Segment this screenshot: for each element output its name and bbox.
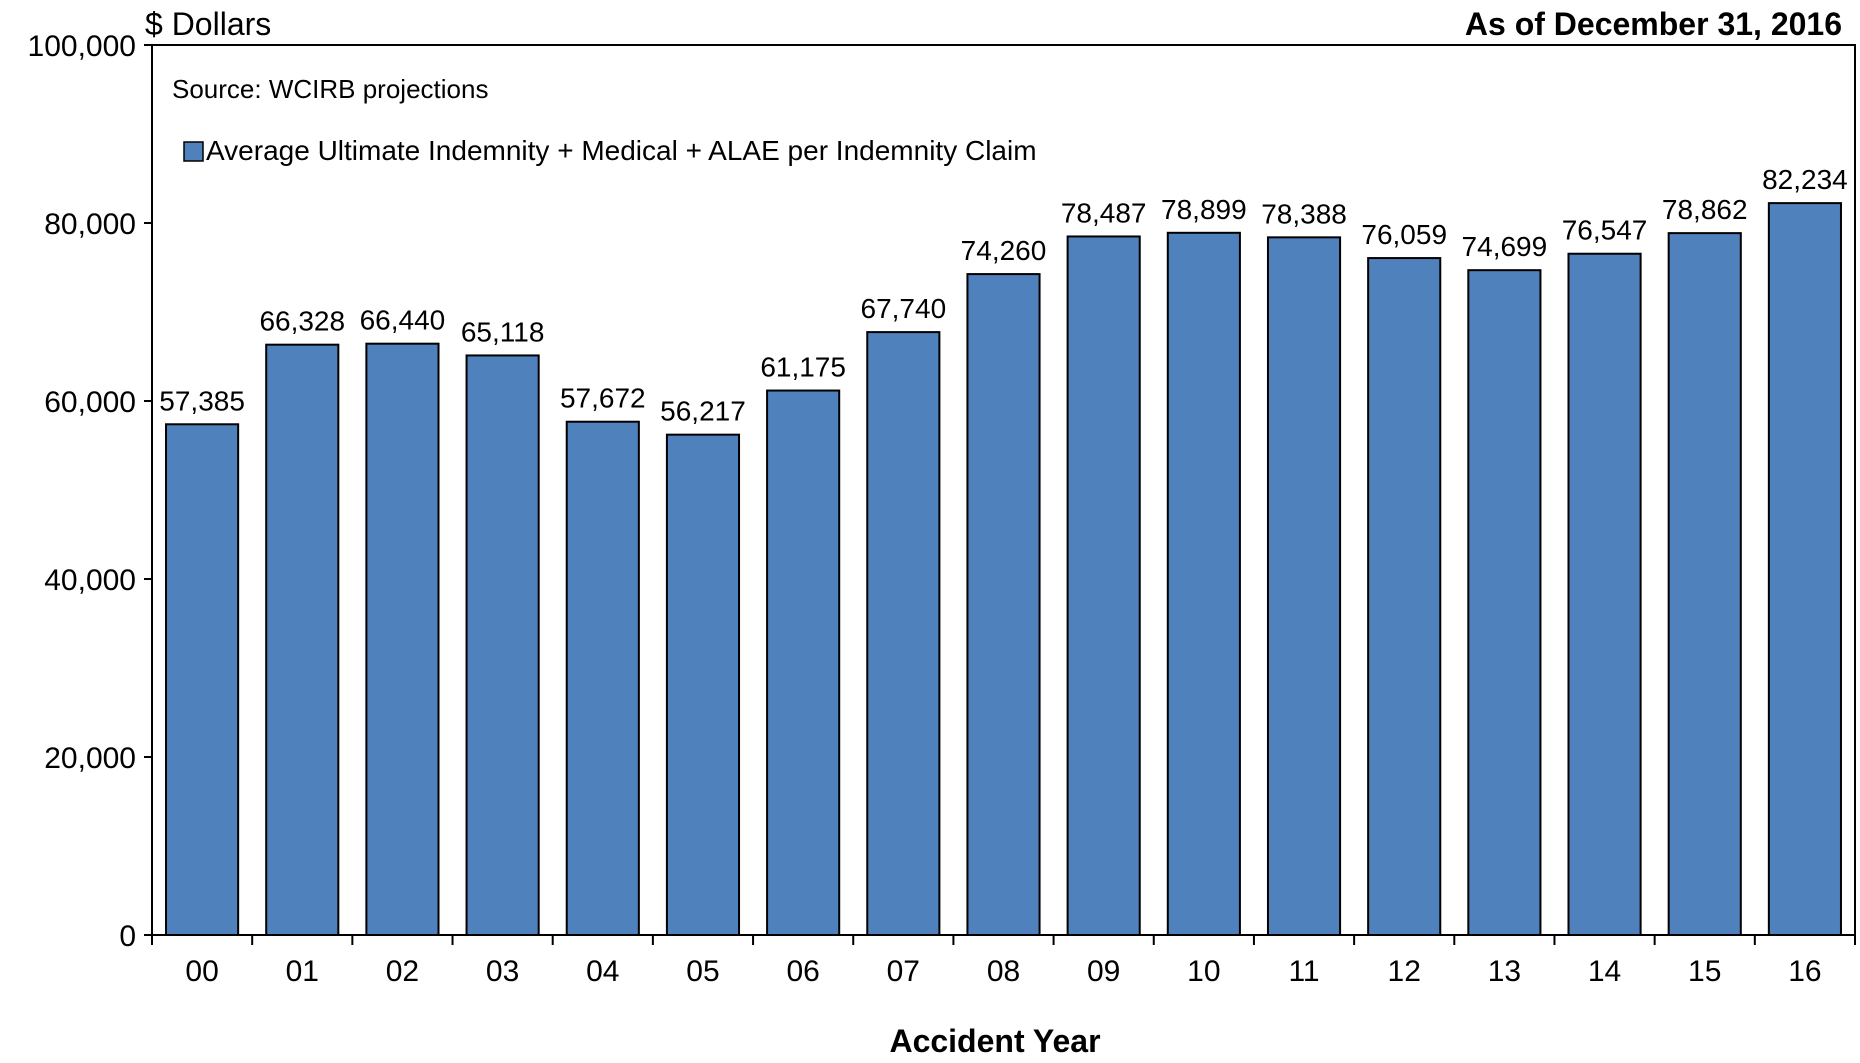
bar-value-label: 66,440 <box>360 305 446 336</box>
bar-06 <box>766 389 841 937</box>
x-tick-label: 05 <box>686 955 719 988</box>
bar-value-labels: 57,385 66,328 66,440 65,118 57,672 56,217 61,1… <box>159 164 1847 427</box>
y-tick-label: 100,000 <box>28 30 136 63</box>
legend: Average Ultimate Indemnity + Medical + A… <box>183 135 1037 166</box>
y-tick-label: 20,000 <box>44 742 136 775</box>
bar-15 <box>1667 232 1742 937</box>
x-tick-label: 09 <box>1087 955 1120 988</box>
x-tick-label: 11 <box>1288 955 1319 988</box>
y-tick-label: 40,000 <box>44 564 136 597</box>
bar-14 <box>1567 252 1642 937</box>
bar-12 <box>1367 257 1442 936</box>
bar-13 <box>1467 269 1542 936</box>
bar-07 <box>866 331 941 936</box>
x-tick-label: 13 <box>1488 955 1521 988</box>
bar-value-label: 76,547 <box>1562 215 1648 246</box>
bars <box>165 202 1842 937</box>
x-tick-label: 04 <box>586 955 619 988</box>
bar-value-label: 56,217 <box>660 396 746 427</box>
bar-10 <box>1166 231 1241 937</box>
y-axis: 0 20,000 40,000 60,000 80,000 100,000 <box>28 30 152 953</box>
x-tick-label: 07 <box>887 955 920 988</box>
x-tick-label: 12 <box>1388 955 1421 988</box>
bar-00 <box>165 423 240 936</box>
bar-11 <box>1266 236 1342 936</box>
x-tick-label: 16 <box>1788 955 1821 988</box>
y-tick-label: 60,000 <box>44 386 136 419</box>
x-tick-label: 14 <box>1588 955 1621 988</box>
bar-16 <box>1767 202 1842 937</box>
y-unit-label: $ Dollars <box>145 6 271 42</box>
legend-label: Average Ultimate Indemnity + Medical + A… <box>206 135 1037 166</box>
x-tick-label: 10 <box>1187 955 1220 988</box>
bar-value-label: 82,234 <box>1762 164 1848 195</box>
y-tick-label: 0 <box>119 920 136 953</box>
bar-05 <box>665 433 741 936</box>
bar-04 <box>565 420 640 937</box>
bar-value-label: 78,487 <box>1061 197 1147 228</box>
y-tick-label: 80,000 <box>44 208 136 241</box>
x-tick-label: 02 <box>386 955 419 988</box>
plot-area-frame <box>151 44 1856 936</box>
bar-03 <box>465 354 540 936</box>
legend-swatch <box>183 141 204 162</box>
bar-value-label: 65,118 <box>461 316 545 347</box>
bar-value-label: 78,899 <box>1161 194 1247 225</box>
x-tick-label: 01 <box>286 955 319 988</box>
bar-value-label: 67,740 <box>861 293 947 324</box>
x-tick-label: 03 <box>486 955 519 988</box>
bar-value-label: 61,175 <box>760 352 846 383</box>
bar-value-label: 78,388 <box>1261 198 1347 229</box>
bar-value-label: 74,699 <box>1462 231 1548 262</box>
x-tick-label: 15 <box>1688 955 1721 988</box>
x-axis: 00 01 02 03 04 05 06 07 08 09 10 11 12 13 14 15 16 <box>151 935 1856 988</box>
x-tick-label: 00 <box>185 955 218 988</box>
x-axis-title: Accident Year <box>889 1023 1100 1059</box>
bar-value-label: 78,862 <box>1662 194 1748 225</box>
bar-value-label: 57,385 <box>159 385 245 416</box>
bar-value-label: 57,672 <box>560 383 646 414</box>
x-tick-label: 08 <box>987 955 1020 988</box>
bar-02 <box>365 342 440 936</box>
as-of-date: As of December 31, 2016 <box>1465 6 1842 42</box>
bar-value-label: 66,328 <box>259 306 345 337</box>
bar-01 <box>265 343 340 936</box>
bar-value-label: 76,059 <box>1361 219 1447 250</box>
bar-09 <box>1066 235 1141 936</box>
bar-08 <box>966 273 1041 936</box>
x-tick-label: 06 <box>786 955 819 988</box>
bar-value-label: 74,260 <box>961 235 1047 266</box>
source-note: Source: WCIRB projections <box>172 74 488 104</box>
